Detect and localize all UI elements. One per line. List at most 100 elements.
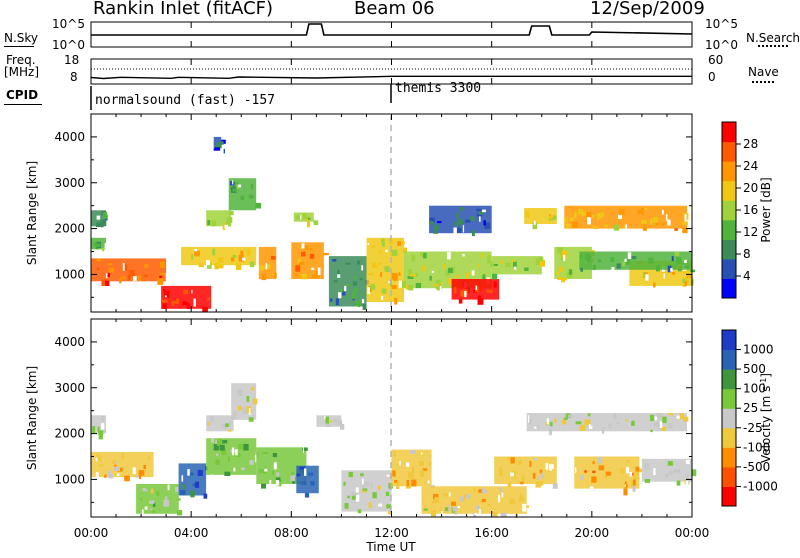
power-speckle [411, 255, 416, 262]
velocity-speckle [344, 503, 349, 509]
power-gap [220, 148, 224, 155]
power-gap [206, 260, 210, 266]
velocity-speckle [271, 470, 275, 475]
velocity-speckle [176, 510, 183, 516]
velocity-gap [546, 418, 549, 424]
power-gap [667, 219, 671, 226]
power-speckle [676, 257, 682, 264]
velocity-speckle [679, 413, 684, 420]
power-speckle [650, 218, 653, 225]
velocity-speckle [405, 483, 411, 489]
velocity-gap [132, 467, 136, 475]
power-speckle [685, 277, 689, 284]
velocity-colorbar-tick-label: 100 [743, 382, 766, 396]
velocity-speckle [229, 421, 232, 427]
power-speckle [230, 257, 235, 262]
power-speckle [226, 217, 233, 224]
velocity-speckle [452, 506, 458, 512]
power-speckle [129, 269, 135, 277]
velocity-speckle [333, 418, 338, 423]
power-gap [645, 274, 649, 281]
velocity-speckle [575, 421, 582, 425]
velocity-colorbar-tick-label: 500 [743, 362, 766, 376]
power-speckle [306, 221, 311, 228]
power-speckle [194, 250, 200, 257]
velocity-speckle [152, 502, 156, 507]
power-speckle [535, 258, 540, 265]
power-speckle [306, 217, 311, 220]
power-speckle [613, 224, 620, 231]
velocity-speckle [454, 512, 458, 515]
power-speckle [107, 272, 111, 278]
power-speckle [233, 182, 239, 189]
velocity-speckle [215, 459, 220, 465]
velocity-speckle [431, 500, 437, 504]
power-speckle [255, 202, 262, 209]
velocity-speckle [246, 395, 250, 402]
velocity-gap [116, 473, 120, 476]
power-speckle [341, 291, 346, 296]
velocity-y-axis-label: Slant Range [km] [25, 366, 39, 470]
power-speckle [259, 265, 265, 271]
power-speckle [587, 257, 591, 262]
noise-sky-line [91, 23, 693, 36]
velocity-gap [590, 425, 593, 429]
velocity-gap [302, 447, 304, 453]
power-speckle [433, 224, 439, 231]
velocity-speckle [433, 493, 439, 500]
power-speckle [477, 295, 482, 303]
power-gap [194, 249, 198, 252]
velocity-speckle [182, 483, 186, 490]
power-speckle [339, 290, 344, 293]
velocity-speckle [124, 475, 130, 482]
velocity-speckle [500, 512, 507, 517]
power-gap [232, 180, 234, 185]
velocity-speckle [237, 389, 243, 396]
power-colorbar-swatch [722, 219, 736, 240]
power-gap [684, 214, 687, 222]
power-speckle [574, 212, 577, 218]
power-speckle [600, 212, 604, 218]
power-speckle [684, 281, 687, 286]
power-speckle [458, 299, 463, 304]
power-speckle [644, 207, 648, 210]
velocity-speckle [248, 417, 254, 422]
velocity-speckle [330, 420, 333, 423]
velocity-gap [545, 463, 549, 470]
x-tick-label: 20:00 [575, 526, 610, 540]
power-colorbar-tick-label: 16 [743, 203, 758, 217]
power-speckle [164, 291, 170, 298]
velocity-gap [95, 472, 99, 481]
power-gap [132, 276, 137, 281]
power-speckle [322, 253, 329, 256]
velocity-speckle [362, 488, 368, 492]
power-speckle [465, 273, 469, 280]
power-speckle [483, 220, 486, 226]
power-colorbar-tick-label: 12 [743, 225, 758, 239]
power-speckle [537, 256, 544, 261]
velocity-speckle [513, 474, 517, 479]
power-speckle [367, 273, 374, 276]
power-speckle [385, 269, 390, 272]
power-colorbar-tick-label: 24 [743, 159, 758, 173]
velocity-speckle [406, 480, 409, 487]
velocity-speckle [447, 504, 451, 512]
freq-right-tick-bottom: 0 [708, 70, 716, 84]
power-speckle [445, 270, 450, 276]
velocity-colorbar-swatch [722, 349, 736, 370]
power-speckle [120, 276, 126, 280]
velocity-speckle [310, 481, 315, 486]
velocity-speckle [686, 473, 689, 481]
velocity-gap [653, 468, 656, 476]
power-speckle [405, 284, 409, 290]
power-speckle [408, 285, 414, 291]
velocity-speckle [138, 470, 145, 476]
power-gap [242, 257, 246, 261]
velocity-gap [269, 480, 272, 486]
power-speckle [581, 211, 587, 216]
power-speckle [354, 287, 357, 295]
power-speckle [108, 267, 115, 273]
velocity-speckle [429, 461, 432, 467]
velocity-speckle [233, 411, 237, 419]
velocity-colorbar-swatch [722, 486, 736, 507]
